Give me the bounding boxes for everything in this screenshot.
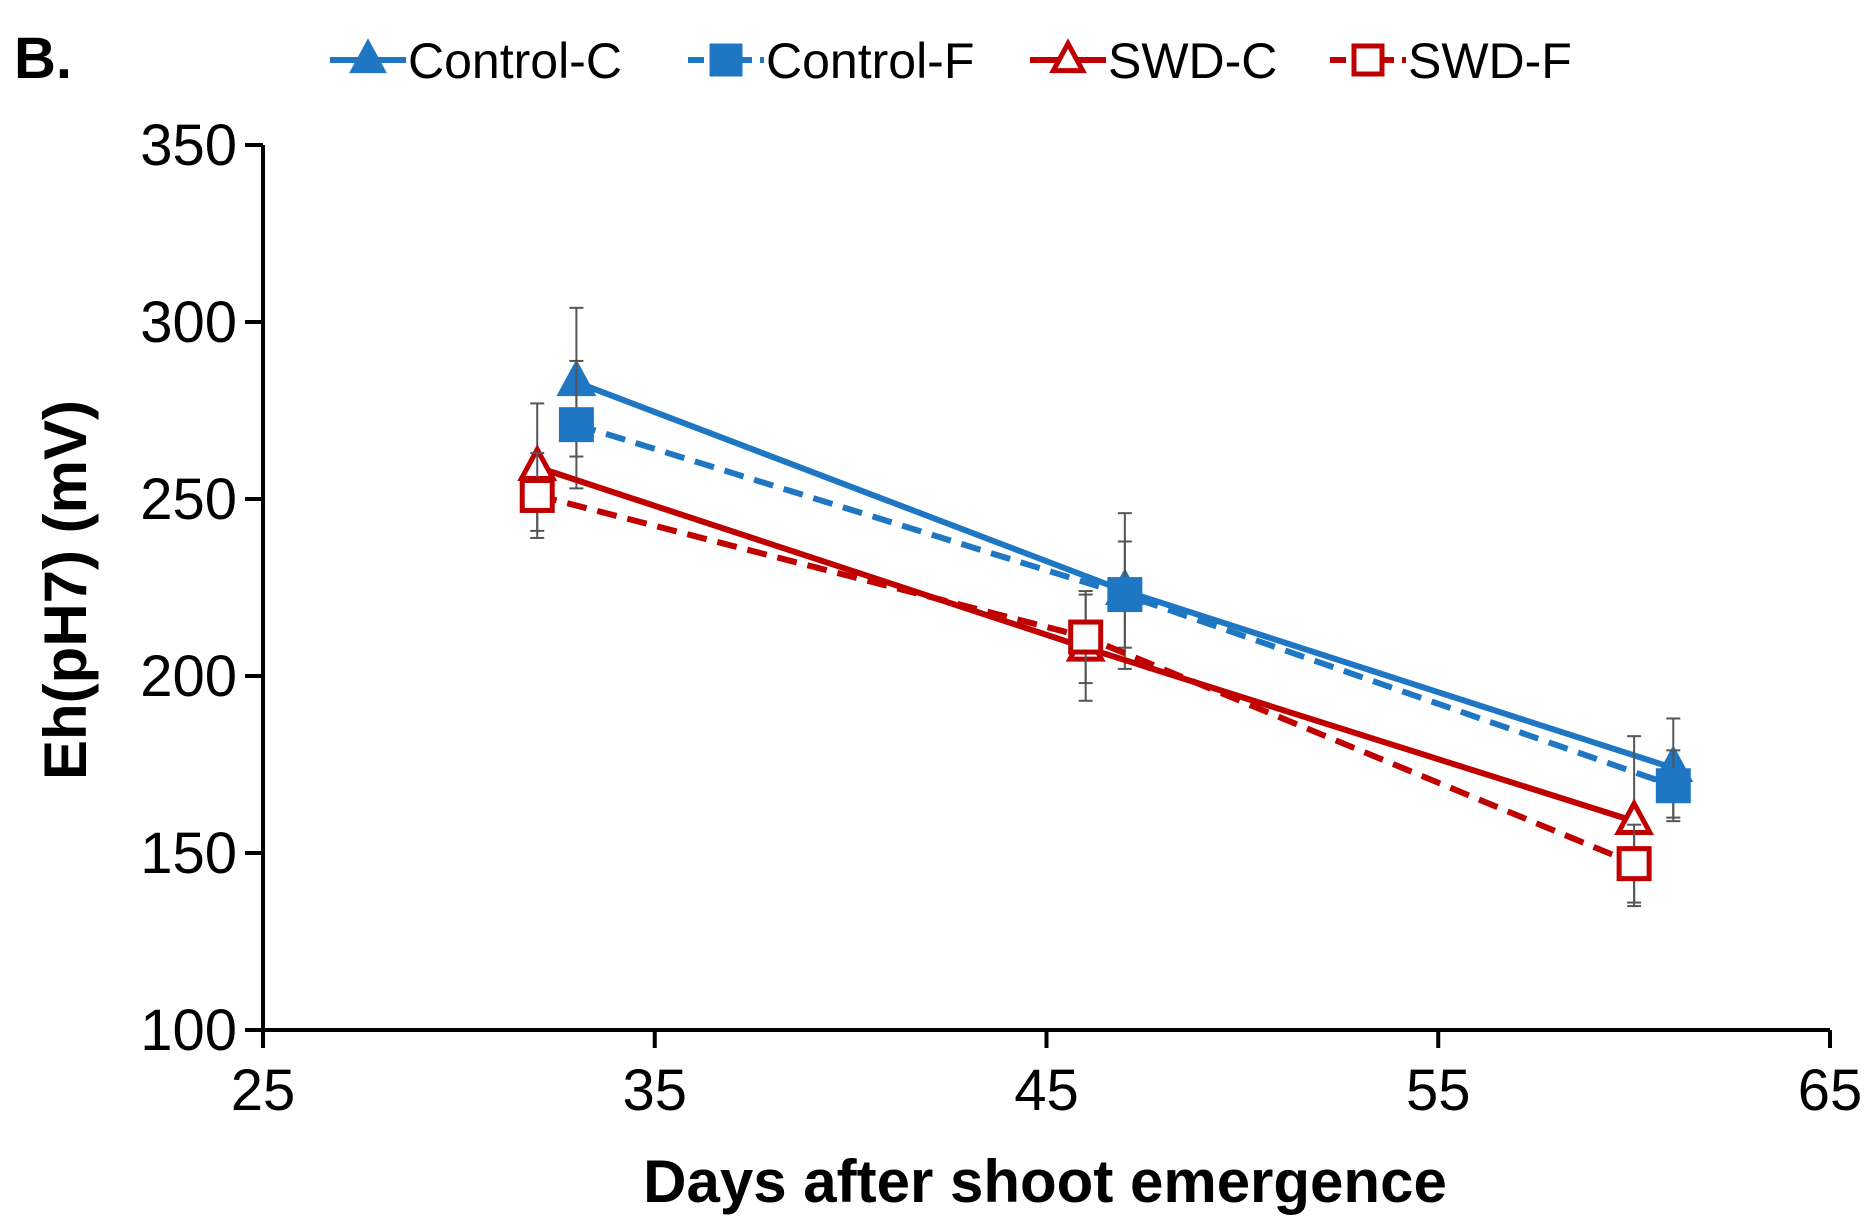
y-tick-label: 100 <box>140 998 237 1063</box>
x-tick-label: 55 <box>1406 1058 1471 1123</box>
legend: Control-C Control-F SWD-C SWD-F <box>330 33 1572 89</box>
legend-item: SWD-C <box>1030 33 1277 89</box>
legend-item: SWD-F <box>1330 33 1572 89</box>
data-point <box>1068 619 1104 655</box>
y-tick-label: 200 <box>140 644 237 709</box>
y-tick-label: 300 <box>140 290 237 355</box>
legend-swatch-marker <box>709 43 743 77</box>
x-tick-label: 65 <box>1798 1058 1863 1123</box>
y-axis-title: Eh(pH7) (mV) <box>32 400 99 780</box>
legend-label: SWD-F <box>1408 33 1572 89</box>
legend-swatch-marker <box>1351 43 1385 77</box>
series-swd-f <box>519 451 1652 904</box>
x-tick-label: 25 <box>231 1058 296 1123</box>
x-tick-label: 35 <box>622 1058 687 1123</box>
axes-layer: 100 150 200 250 300 350 25 35 45 55 65 <box>140 113 1862 1123</box>
y-tick-label: 250 <box>140 467 237 532</box>
legend-item: Control-C <box>330 33 622 89</box>
series-control-f <box>558 359 1691 823</box>
data-point <box>1655 768 1691 804</box>
x-tick-label: 45 <box>1014 1058 1079 1123</box>
legend-label: Control-F <box>766 33 974 89</box>
legend-item: Control-F <box>688 33 974 89</box>
legend-swatch-marker <box>349 38 387 74</box>
data-point <box>1107 577 1143 613</box>
legend-swatch-marker <box>1049 38 1087 74</box>
legend-label: Control-C <box>408 33 622 89</box>
series-layer <box>517 306 1694 908</box>
y-tick-label: 150 <box>140 821 237 886</box>
y-tick-label: 350 <box>140 113 237 178</box>
plot-area: 100 150 200 250 300 350 25 35 45 55 65 <box>140 113 1862 1123</box>
data-point <box>558 407 594 443</box>
panel-label: B. <box>14 26 72 91</box>
data-point <box>519 477 555 513</box>
legend-label: SWD-C <box>1108 33 1277 89</box>
data-point <box>1616 846 1652 882</box>
x-axis-title: Days after shoot emergence <box>643 1148 1447 1215</box>
